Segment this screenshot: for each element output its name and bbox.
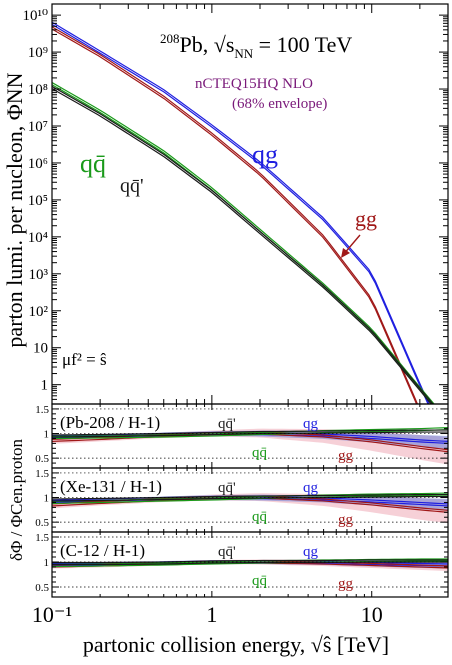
ratio-label-qg: qg xyxy=(303,544,319,560)
label-gg: gg xyxy=(355,206,377,231)
series-lines xyxy=(52,21,448,569)
series-line-qqp-ratio-xe-1 xyxy=(52,495,448,502)
series-line-qq-main-0 xyxy=(52,82,435,404)
series-line-qqp-main-0 xyxy=(52,85,434,404)
ratio-ylabel: δΦ / ΦCen.proton xyxy=(7,438,26,561)
series-line-qqp-ratio-c-1 xyxy=(52,561,448,566)
x-tick-label: 1 xyxy=(206,602,217,627)
x-axis-label: partonic collision energy, √ŝ [TeV] xyxy=(83,632,389,657)
y-tick-label: 1 xyxy=(44,429,50,441)
title-sup: 208 xyxy=(160,31,180,46)
title-sqrt: √s xyxy=(214,32,235,57)
y-tick-label: 1 xyxy=(41,378,49,394)
series-line-qq-ratio-pb-1 xyxy=(52,429,448,440)
panel-frames xyxy=(51,3,449,598)
scale-note: μf² = ŝ xyxy=(62,350,107,369)
title-element: Pb, xyxy=(180,32,214,57)
y-tick-label: 1 xyxy=(44,557,50,569)
label-qg: qg xyxy=(252,140,278,169)
chart-title: 208Pb, √sNN = 100 TeV xyxy=(160,31,352,61)
y-tick-label: 10² xyxy=(29,304,49,320)
ratio-label-gg: gg xyxy=(338,576,354,592)
ratio-label-qg: qg xyxy=(303,416,319,432)
main-ylabel: parton lumi. per nucleon, ΦNN xyxy=(2,72,27,347)
series-line-qq-ratio-xe-1 xyxy=(52,494,448,505)
y-tick-label: 10 xyxy=(33,341,48,357)
series-line-qqp-ratio-xe-0 xyxy=(52,493,448,500)
ratio-label-qqbar-prime: qq̄' xyxy=(218,480,236,496)
panel-frame-ratio-c xyxy=(51,531,449,598)
y-tick-label: 10⁹ xyxy=(28,45,48,61)
series-line-qg-main-0 xyxy=(52,21,430,404)
ratio-panel-title: (Pb-208 / H-1) xyxy=(60,413,160,432)
y-tick-label: 0.5 xyxy=(35,453,49,465)
ratio-label-qqbar: qq̄ xyxy=(252,573,268,589)
y-tick-label: 10⁴ xyxy=(28,230,48,246)
set-label: nCTEQ15HQ NLO xyxy=(195,76,313,92)
y-tick-label: 10¹⁰ xyxy=(22,8,48,24)
y-tick-label: 0.5 xyxy=(35,517,49,529)
ratio-panel-title: (Xe-131 / H-1) xyxy=(60,477,162,496)
ratio-label-gg: gg xyxy=(338,512,354,528)
series-line-qqp-ratio-pb-1 xyxy=(52,431,448,438)
y-tick-label: 1.5 xyxy=(35,532,49,544)
text-labels: 1 10 10² 10³ 10⁴ 10⁵ 10⁶ 10⁷ 10⁸ 10⁹ 10¹⁰ 0.5 1 1.5 (P… xyxy=(2,8,389,657)
y-tick-label: 1.5 xyxy=(35,468,49,480)
y-tick-label: 10⁷ xyxy=(28,119,48,135)
y-tick-label: 0.5 xyxy=(35,582,49,594)
ratio-label-qqbar: qq̄ xyxy=(252,445,268,461)
ratio-label-gg: gg xyxy=(338,448,354,464)
series-line-qqp-ratio-c-0 xyxy=(52,559,448,564)
y-tick-label: 10⁵ xyxy=(28,193,48,209)
series-line-qq-main-1 xyxy=(52,84,433,404)
title-sub: NN xyxy=(234,46,253,61)
series-line-qqp-ratio-pb-0 xyxy=(52,429,448,436)
x-tick-label: 10⁻¹ xyxy=(32,602,72,627)
series-line-qq-ratio-c-1 xyxy=(52,560,448,568)
label-qqbar-prime: qq̄' xyxy=(120,175,144,197)
series-line-qqp-main-1 xyxy=(52,88,432,404)
ratio-panel-title: (C-12 / H-1) xyxy=(60,541,145,560)
x-tick-label: 10 xyxy=(361,602,383,627)
series-line-qq-ratio-c-0 xyxy=(52,558,448,566)
series-line-qg-main-1 xyxy=(52,23,429,404)
y-tick-label: 1 xyxy=(44,493,50,505)
ratio-label-qqbar: qq̄ xyxy=(252,509,268,525)
axis-ticks xyxy=(51,3,449,597)
y-tick-label: 1.5 xyxy=(35,404,49,416)
ratio-label-qqbar-prime: qq̄' xyxy=(218,416,236,432)
series-line-gg-main-0 xyxy=(52,26,419,404)
gg-arrow-head xyxy=(341,248,350,258)
set-note: (68% envelope) xyxy=(232,96,327,112)
title-rest: = 100 TeV xyxy=(253,32,352,57)
series-line-gg-main-1 xyxy=(52,28,418,404)
y-tick-label: 10⁶ xyxy=(28,156,48,172)
y-tick-label: 10⁸ xyxy=(28,82,48,98)
ratio-label-qqbar-prime: qq̄' xyxy=(218,544,236,560)
y-tick-label: 10³ xyxy=(29,267,49,283)
ratio-label-qg: qg xyxy=(303,480,319,496)
label-qqbar: qq̄ xyxy=(80,149,106,178)
